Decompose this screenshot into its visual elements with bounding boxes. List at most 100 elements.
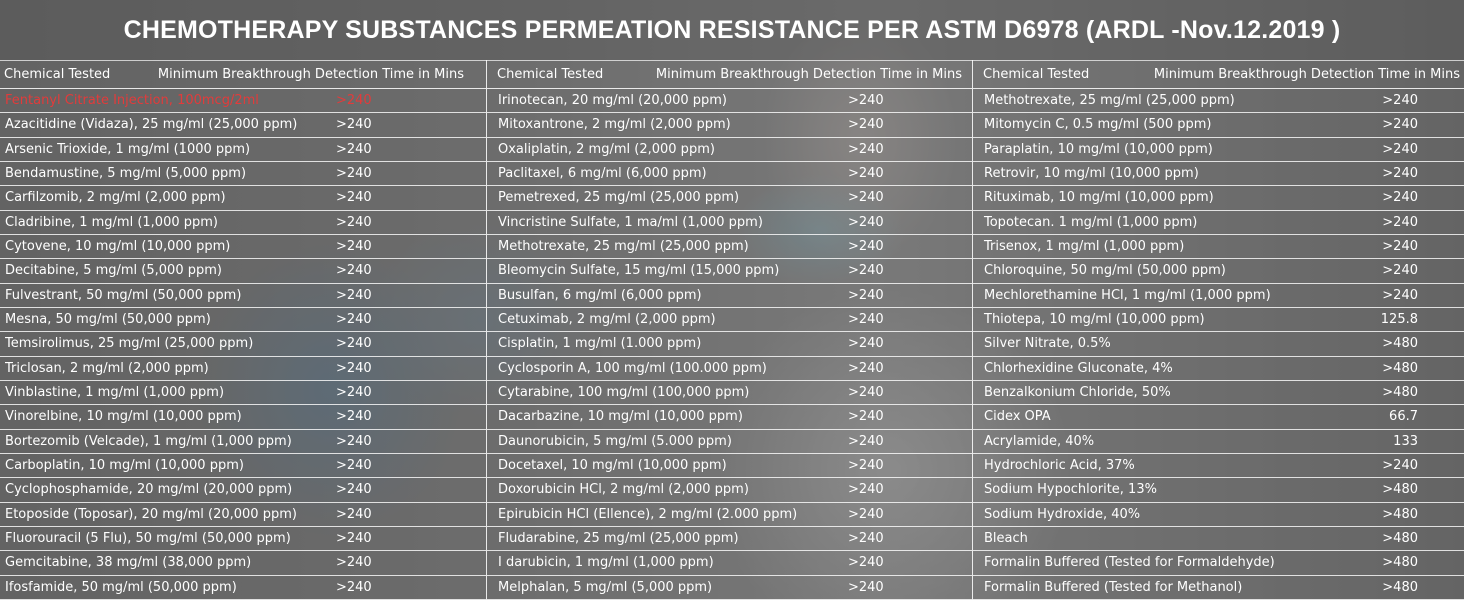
table-row: Busulfan, 6 mg/ml (6,000 ppm) >240 [487, 284, 972, 308]
table-row: Thiotepa, 10 mg/ml (10,000 ppm) 125.8 [973, 308, 1464, 333]
table-row: Triclosan, 2 mg/ml (2,000 ppm) >240 [0, 357, 486, 381]
chemical-name: Mitoxantrone, 2 mg/ml (2,000 ppm) [498, 117, 731, 133]
table-row: Azacitidine (Vidaza), 25 mg/ml (25,000 p… [0, 113, 486, 138]
chemical-name: Mesna, 50 mg/ml (50,000 ppm) [5, 312, 211, 328]
chemical-name: Mitomycin C, 0.5 mg/ml (500 ppm) [984, 117, 1212, 133]
table-row: Silver Nitrate, 0.5% >480 [973, 332, 1464, 357]
breakthrough-time-value: >240 [848, 312, 884, 328]
chemical-name: Fludarabine, 25 mg/ml (25,000 ppm) [498, 531, 739, 547]
chemical-name: Daunorubicin, 5 mg/ml (5.000 ppm) [498, 433, 732, 449]
table-row: Mitoxantrone, 2 mg/ml (2,000 ppm) >240 [487, 113, 972, 138]
breakthrough-time-value: >240 [848, 263, 884, 279]
chemical-name: Topotecan. 1 mg/ml (1,000 ppm) [984, 214, 1198, 230]
table-row: Irinotecan, 20 mg/ml (20,000 ppm) >240 [487, 89, 972, 114]
table-row: Melphalan, 5 mg/ml (5,000 ppm) >240 [487, 576, 972, 600]
breakthrough-time-value: >240 [1382, 190, 1418, 206]
chemical-name: Sodium Hydroxide, 40% [984, 506, 1141, 522]
breakthrough-time-value: >240 [336, 506, 372, 522]
breakthrough-time-value: >240 [848, 458, 884, 474]
chemical-name: Fluorouracil (5 Flu), 50 mg/ml (50,000 p… [5, 531, 291, 547]
breakthrough-time-value: >240 [336, 312, 372, 328]
breakthrough-time-value: >240 [336, 433, 372, 449]
table-row: Cidex OPA 66.7 [973, 405, 1464, 430]
breakthrough-time-value: >240 [848, 360, 884, 376]
breakthrough-time-value: >240 [848, 336, 884, 352]
chemical-name: Acrylamide, 40% [984, 433, 1095, 449]
breakthrough-time-value: 133 [1393, 433, 1418, 449]
table-row: Sodium Hypochlorite, 13% >480 [973, 478, 1464, 503]
chemical-name: Formalin Buffered (Tested for Formaldehy… [984, 555, 1275, 571]
chemical-name: Methotrexate, 25 mg/ml (25,000 ppm) [498, 239, 749, 255]
table-row: Ifosfamide, 50 mg/ml (50,000 ppm) >240 [0, 576, 486, 600]
breakthrough-time-value: 125.8 [1380, 312, 1418, 328]
table-header: Chemical Tested Minimum Breakthrough Det… [973, 60, 1464, 89]
chemical-name: Retrovir, 10 mg/ml (10,000 ppm) [984, 166, 1199, 182]
table-row: Cisplatin, 1 mg/ml (1.000 ppm) >240 [487, 332, 972, 357]
breakthrough-time-value: >240 [336, 385, 372, 401]
table-row: Cytovene, 10 mg/ml (10,000 ppm) >240 [0, 235, 486, 260]
breakthrough-time-value: >240 [336, 579, 372, 595]
breakthrough-time-value: >240 [848, 482, 884, 498]
chemical-name: Gemcitabine, 38 mg/ml (38,000 ppm) [5, 555, 252, 571]
table-row: Cytarabine, 100 mg/ml (100,000 ppm) >240 [487, 381, 972, 406]
chemical-name: Thiotepa, 10 mg/ml (10,000 ppm) [984, 312, 1205, 328]
chemical-name: Melphalan, 5 mg/ml (5,000 ppm) [498, 579, 713, 595]
chemical-name: Fulvestrant, 50 mg/ml (50,000 ppm) [5, 287, 242, 303]
chemical-name: Arsenic Trioxide, 1 mg/ml (1000 ppm) [5, 141, 251, 157]
table-row: Vincristine Sulfate, 1 ma/ml (1,000 ppm)… [487, 211, 972, 235]
chemical-name: Ifosfamide, 50 mg/ml (50,000 ppm) [5, 579, 237, 595]
table-column-2: Chemical Tested Minimum Breakthrough Det… [486, 60, 972, 600]
chemical-name: Bleomycin Sulfate, 15 mg/ml (15,000 ppm) [498, 263, 780, 279]
chemical-name: Bleach [984, 531, 1028, 547]
breakthrough-time-value: >240 [848, 239, 884, 255]
table-row: Cyclosporin A, 100 mg/ml (100.000 ppm) >2… [487, 357, 972, 381]
breakthrough-time-value: >480 [1382, 506, 1418, 522]
chemical-name: Cytovene, 10 mg/ml (10,000 ppm) [5, 239, 231, 255]
table-row: Chloroquine, 50 mg/ml (50,000 ppm) >240 [973, 259, 1464, 284]
breakthrough-time-value: >240 [1382, 239, 1418, 255]
header-breakthrough-time: Minimum Breakthrough Detection Time in M… [1153, 66, 1460, 82]
chemical-name: Carfilzomib, 2 mg/ml (2,000 ppm) [5, 190, 226, 206]
table-row: Hydrochloric Acid, 37% >240 [973, 454, 1464, 479]
breakthrough-time-value: >240 [336, 117, 372, 133]
table-rows: Methotrexate, 25 mg/ml (25,000 ppm) >240 M… [973, 89, 1464, 600]
chemical-name: Dacarbazine, 10 mg/ml (10,000 ppm) [498, 409, 743, 425]
breakthrough-time-value: >240 [1382, 214, 1418, 230]
breakthrough-time-value: >240 [848, 555, 884, 571]
chemical-name: Oxaliplatin, 2 mg/ml (2,000 ppm) [498, 141, 715, 157]
table-rows: Irinotecan, 20 mg/ml (20,000 ppm) >240 Mit… [487, 89, 972, 600]
breakthrough-time-value: >480 [1382, 360, 1418, 376]
breakthrough-time-value: >240 [848, 141, 884, 157]
table-row: Vinblastine, 1 mg/ml (1,000 ppm) >240 [0, 381, 486, 406]
breakthrough-time-value: >240 [336, 239, 372, 255]
table-row: Bortezomib (Velcade), 1 mg/ml (1,000 ppm… [0, 430, 486, 454]
table-row: Fluorouracil (5 Flu), 50 mg/ml (50,000 p… [0, 527, 486, 552]
table-row: Bleomycin Sulfate, 15 mg/ml (15,000 ppm)… [487, 259, 972, 284]
table-row: Docetaxel, 10 mg/ml (10,000 ppm) >240 [487, 454, 972, 479]
breakthrough-time-value: >480 [1382, 579, 1418, 595]
chemical-name: Decitabine, 5 mg/ml (5,000 ppm) [5, 263, 222, 279]
chemical-name: Bendamustine, 5 mg/ml (5,000 ppm) [5, 166, 247, 182]
table-row: Methotrexate, 25 mg/ml (25,000 ppm) >240 [973, 89, 1464, 114]
table-header: Chemical Tested Minimum Breakthrough Det… [487, 60, 972, 89]
breakthrough-time-value: 66.7 [1389, 409, 1418, 425]
breakthrough-time-value: >240 [336, 458, 372, 474]
chemical-name: Hydrochloric Acid, 37% [984, 458, 1135, 474]
chemical-name: Vincristine Sulfate, 1 ma/ml (1,000 ppm) [498, 214, 763, 230]
table-row: Cladribine, 1 mg/ml (1,000 ppm) >240 [0, 211, 486, 235]
breakthrough-time-value: >240 [848, 506, 884, 522]
breakthrough-time-value: >240 [1382, 93, 1418, 109]
table-row: Oxaliplatin, 2 mg/ml (2,000 ppm) >240 [487, 138, 972, 162]
table-column-3: Chemical Tested Minimum Breakthrough Det… [972, 60, 1464, 600]
chemical-name: Cidex OPA [984, 409, 1051, 425]
table-row: Temsirolimus, 25 mg/ml (25,000 ppm) >240 [0, 332, 486, 357]
breakthrough-time-value: >240 [336, 555, 372, 571]
breakthrough-time-value: >240 [336, 360, 372, 376]
breakthrough-time-value: >240 [336, 482, 372, 498]
table-row: Doxorubicin HCl, 2 mg/ml (2,000 ppm) >240 [487, 478, 972, 503]
breakthrough-time-value: >480 [1382, 385, 1418, 401]
chemical-name: Paclitaxel, 6 mg/ml (6,000 ppm) [498, 166, 707, 182]
chemical-name: Chlorhexidine Gluconate, 4% [984, 360, 1173, 376]
table-row: Rituximab, 10 mg/ml (10,000 ppm) >240 [973, 186, 1464, 211]
